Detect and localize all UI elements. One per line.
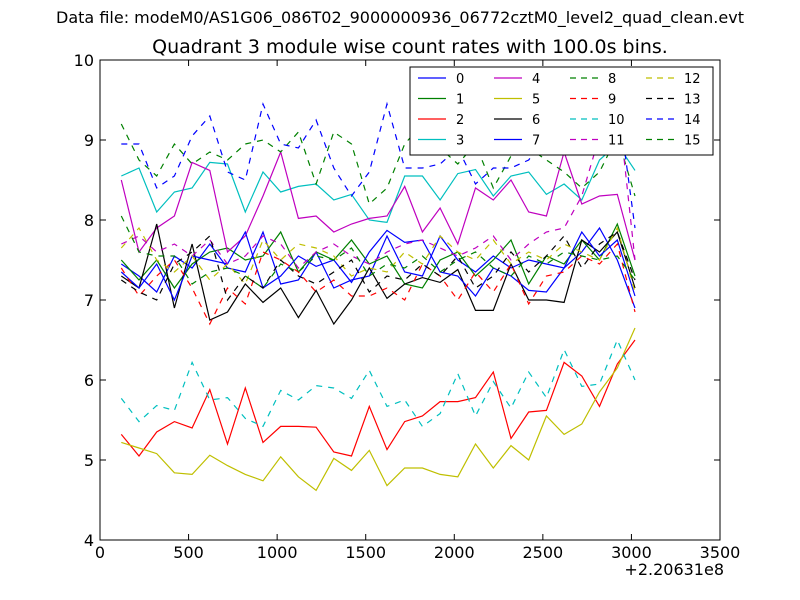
series-line-9	[120, 242, 636, 326]
y-tick-label: 4	[84, 531, 94, 550]
legend-label-13: 13	[684, 93, 701, 108]
y-tick-label: 5	[84, 451, 94, 470]
x-tick-label: 1000	[257, 543, 298, 562]
legend-label-14: 14	[684, 113, 701, 128]
legend-label-2: 2	[456, 113, 464, 128]
series-line-8	[120, 123, 636, 206]
x-offset-label: +2.20631e8	[624, 560, 724, 579]
series-line-2	[120, 339, 636, 457]
series-line-4	[120, 149, 636, 261]
legend-label-9: 9	[608, 93, 616, 108]
y-tick-label: 9	[84, 131, 94, 150]
legend-label-4: 4	[532, 72, 540, 87]
y-tick-label: 10	[74, 51, 94, 70]
series-line-12	[120, 226, 636, 293]
series-line-3	[121, 143, 636, 224]
legend-label-8: 8	[608, 72, 616, 87]
series-line-5	[121, 327, 636, 492]
series-line-7	[120, 229, 636, 302]
series-line-10	[120, 338, 636, 428]
x-tick-label: 500	[173, 543, 204, 562]
legend-label-7: 7	[532, 134, 540, 149]
legend-label-10: 10	[608, 113, 625, 128]
x-tick-label: 1500	[345, 543, 386, 562]
legend-label-12: 12	[684, 72, 701, 87]
legend-label-0: 0	[456, 72, 464, 87]
series-line-11	[121, 93, 636, 269]
y-tick-label: 6	[84, 371, 94, 390]
legend-label-1: 1	[456, 93, 464, 108]
legend-label-11: 11	[608, 134, 625, 149]
x-tick-label: 3000	[611, 543, 652, 562]
figure-suptitle: Data file: modeM0/AS1G06_086T02_90000009…	[56, 8, 744, 27]
series-line-13	[120, 231, 636, 302]
series-line-15	[120, 215, 636, 289]
series-lines	[120, 91, 636, 492]
x-tick-label: 3500	[700, 543, 741, 562]
y-tick-label: 8	[84, 211, 94, 230]
legend-label-3: 3	[456, 134, 464, 149]
chart-title: Quadrant 3 module wise count rates with …	[152, 36, 668, 58]
x-tick-label: 2000	[434, 543, 475, 562]
x-tick-label: 2500	[522, 543, 563, 562]
legend-box	[409, 66, 714, 156]
legend-label-15: 15	[684, 134, 701, 149]
legend-label-6: 6	[532, 113, 540, 128]
legend-label-5: 5	[532, 93, 540, 108]
y-tick-label: 7	[84, 291, 94, 310]
x-tick-label: 0	[95, 543, 105, 562]
series-line-0	[120, 226, 636, 309]
